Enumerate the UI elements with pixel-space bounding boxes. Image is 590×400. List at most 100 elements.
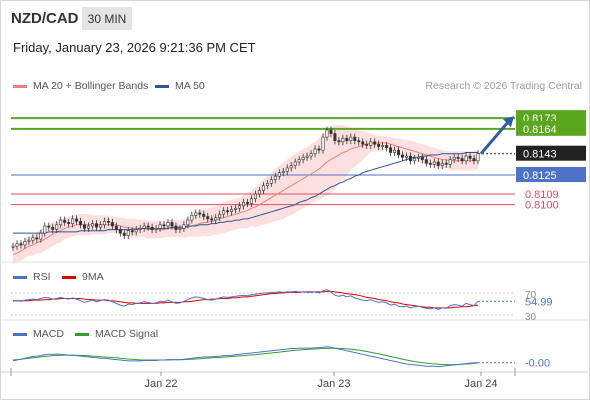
candle-body (214, 217, 218, 221)
candle-body (277, 172, 281, 177)
candle (397, 146, 400, 159)
candle (357, 137, 361, 146)
legend-macd-signal: MACD Signal (75, 328, 158, 340)
candle-body (230, 209, 234, 213)
candle (158, 221, 162, 232)
candle (416, 153, 420, 162)
x-tick-label: Jan 24 (464, 378, 497, 390)
candle (472, 154, 476, 165)
candle (198, 209, 202, 218)
candle-body (401, 154, 404, 158)
candle-body (373, 141, 377, 145)
candle-body (325, 129, 329, 138)
candle (249, 195, 253, 208)
forecast-arrow-icon (479, 121, 510, 155)
candle (59, 216, 63, 229)
candle-body (273, 175, 277, 181)
candle (39, 229, 43, 243)
x-tick-label: Jan 22 (144, 378, 177, 390)
candle-body (59, 219, 63, 226)
candle (301, 153, 305, 164)
candle-body (444, 162, 448, 165)
candle (150, 223, 154, 234)
candle (261, 182, 265, 194)
candle-body (353, 136, 357, 141)
candle (329, 126, 333, 138)
support-label-0.8100: 0.8100 (525, 200, 559, 212)
macd-last-label: -0.00 (525, 358, 550, 370)
candle-body (210, 218, 214, 221)
timestamp-text: Friday, January 23, 2026 9:21:36 PM CET (13, 40, 256, 55)
candle (130, 227, 134, 236)
candle-body (47, 225, 51, 228)
candle (420, 153, 424, 164)
candle-body (317, 148, 321, 151)
candle-body (206, 216, 210, 220)
candle-body (158, 224, 162, 229)
candle-body (102, 220, 106, 226)
candle-body (408, 155, 412, 162)
candle (230, 205, 234, 216)
ma50-line (13, 152, 478, 234)
candle-body (182, 224, 186, 229)
ma50-swatch-icon (155, 84, 169, 88)
candle-body (365, 143, 369, 146)
candle (79, 217, 83, 229)
candle-body (253, 193, 257, 200)
candle-body (452, 156, 456, 160)
candle (242, 198, 245, 210)
candle-body (345, 137, 349, 141)
candle (373, 138, 377, 148)
candle-body (35, 237, 39, 240)
candle-body (87, 225, 90, 229)
candle-body (79, 220, 83, 226)
legend-rsi-ma-label: 9MA (82, 271, 104, 283)
candle (83, 221, 87, 232)
candle-body (261, 185, 265, 191)
candle (468, 152, 472, 162)
candle (15, 240, 19, 250)
candle (142, 222, 146, 232)
candle (218, 210, 222, 222)
level-label-box (516, 120, 586, 136)
candle-body (202, 213, 206, 217)
candle (47, 222, 51, 231)
candle-body (234, 207, 238, 210)
candle-body (472, 158, 476, 162)
timeframe-button[interactable]: 30 MIN (82, 7, 132, 30)
legend-ma50-label: MA 50 (175, 80, 205, 92)
candle (297, 156, 301, 166)
candle-body (448, 159, 452, 165)
candle-body (397, 149, 400, 156)
candle-body (238, 205, 242, 209)
candle (190, 211, 194, 224)
ma20-swatch-icon (13, 84, 27, 88)
candle (43, 222, 47, 237)
instrument-title: NZD/CAD (11, 10, 79, 27)
candle-body (412, 158, 416, 162)
candle (178, 224, 182, 234)
candle (102, 217, 106, 229)
support-label-0.8109: 0.8109 (525, 189, 559, 201)
candle (361, 138, 365, 148)
candle (146, 222, 150, 231)
candle (226, 207, 230, 216)
candle-body (432, 161, 436, 165)
candle (67, 218, 71, 228)
candle-body (178, 228, 182, 230)
candle (293, 158, 297, 170)
legend-rsi-label: RSI (33, 271, 51, 283)
candle (365, 140, 369, 149)
candle (94, 220, 98, 231)
candle-body (126, 230, 130, 236)
candle (87, 222, 90, 232)
candle (118, 226, 122, 237)
candle (412, 154, 416, 165)
rsi-line (12, 289, 479, 311)
candle (333, 130, 337, 145)
candle (349, 133, 353, 145)
candle (452, 153, 456, 164)
legend-macd-signal-label: MACD Signal (95, 328, 159, 340)
candle (277, 169, 281, 180)
